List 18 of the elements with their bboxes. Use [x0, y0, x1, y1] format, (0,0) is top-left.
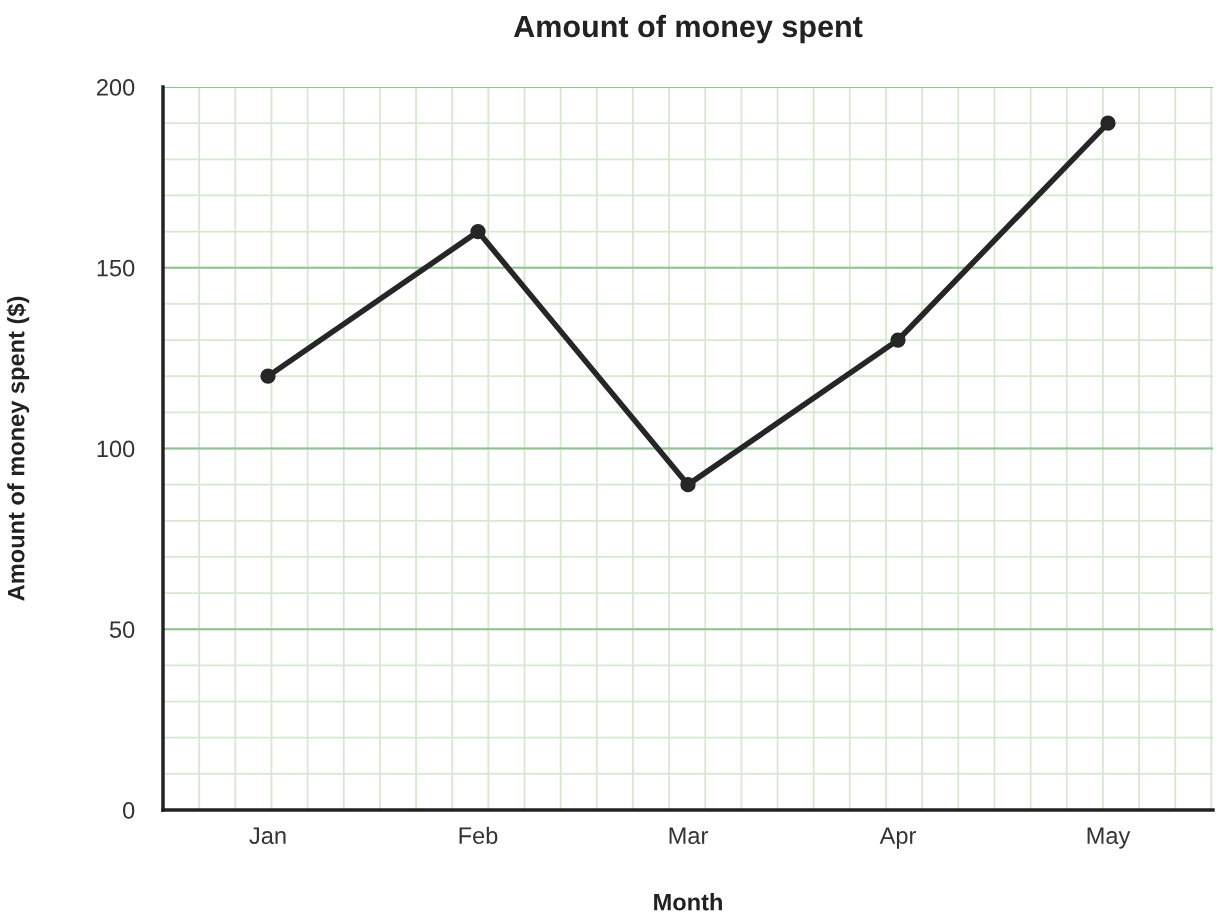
- point: [890, 332, 906, 348]
- y-tick-label: 150: [97, 259, 135, 277]
- y-axis-title: Amount of money spent ($): [6, 296, 30, 601]
- y-tick-label: 0: [123, 802, 135, 819]
- x-axis-title: Month: [654, 893, 722, 911]
- x-tick-label: Apr: [879, 827, 916, 849]
- x-tick-label: May: [1087, 827, 1131, 849]
- point: [1100, 115, 1116, 131]
- y-tick-label: 200: [97, 79, 135, 96]
- point: [470, 223, 486, 240]
- x-tick-label: Jan: [249, 827, 286, 845]
- x-tick-label: Feb: [459, 826, 498, 845]
- x-tick-label: Mar: [669, 827, 708, 845]
- y-tick-label: 50: [109, 621, 135, 639]
- point: [680, 477, 696, 493]
- y-tick-label: 100: [97, 440, 135, 458]
- point: [260, 368, 276, 384]
- chart-title: Amount of money spent: [513, 14, 863, 44]
